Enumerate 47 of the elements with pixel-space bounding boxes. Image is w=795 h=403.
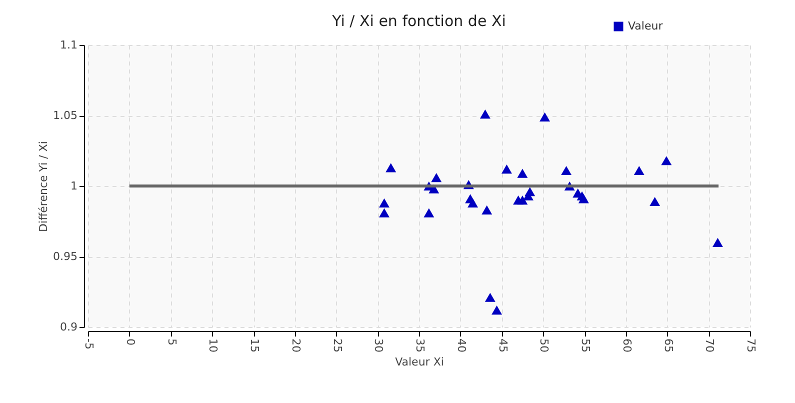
- x-tick-label: 15: [248, 338, 261, 352]
- point: [431, 173, 442, 182]
- point: [650, 196, 660, 206]
- y-tick-label: 1.1: [60, 38, 78, 52]
- point: [524, 187, 536, 196]
- point: [517, 196, 528, 205]
- legend-label: Valeur: [628, 20, 664, 32]
- x-tick-label: 55: [579, 338, 592, 352]
- point: [540, 112, 550, 122]
- point: [492, 306, 502, 315]
- y-axis-title: Différence Yi / Xi: [37, 141, 50, 232]
- x-tick-label: 10: [206, 338, 220, 352]
- point: [480, 110, 490, 119]
- point: [379, 208, 390, 218]
- x-tick-label: 5: [165, 338, 178, 346]
- y-tick-label: 1: [70, 180, 78, 192]
- x-tick-label: 0: [124, 338, 137, 346]
- x-tick-label: 40: [454, 338, 468, 352]
- x-tick-label: 65: [662, 338, 675, 352]
- x-tick-label: -5: [82, 338, 96, 350]
- x-tick-label: 45: [496, 338, 510, 352]
- point: [484, 292, 496, 302]
- point: [379, 198, 390, 208]
- x-tick-label: 60: [620, 338, 634, 352]
- chart-title: Yi / Xi en fonction de Xi: [331, 12, 506, 30]
- x-axis-title: Valeur Xi: [395, 355, 444, 368]
- y-tick-label: 0.95: [53, 250, 78, 263]
- point: [468, 198, 478, 208]
- x-tick-label: 50: [538, 338, 551, 352]
- point: [661, 156, 672, 166]
- point: [561, 166, 572, 176]
- point: [578, 194, 589, 204]
- point: [386, 163, 396, 172]
- x-tick-label: 75: [744, 338, 758, 352]
- point: [517, 168, 528, 178]
- y-tick-label: 1.05: [53, 109, 78, 122]
- x-tick-label: 35: [414, 338, 426, 352]
- y-tick-label: 0.9: [60, 320, 78, 334]
- x-tick-label: 25: [330, 338, 344, 352]
- point: [482, 205, 492, 215]
- point: [634, 166, 644, 176]
- x-tick-label: 20: [289, 338, 302, 352]
- x-tick-label: 30: [372, 338, 386, 352]
- x-tick-label: 70: [703, 338, 716, 352]
- point: [712, 238, 723, 247]
- point: [424, 208, 434, 218]
- point: [501, 164, 512, 174]
